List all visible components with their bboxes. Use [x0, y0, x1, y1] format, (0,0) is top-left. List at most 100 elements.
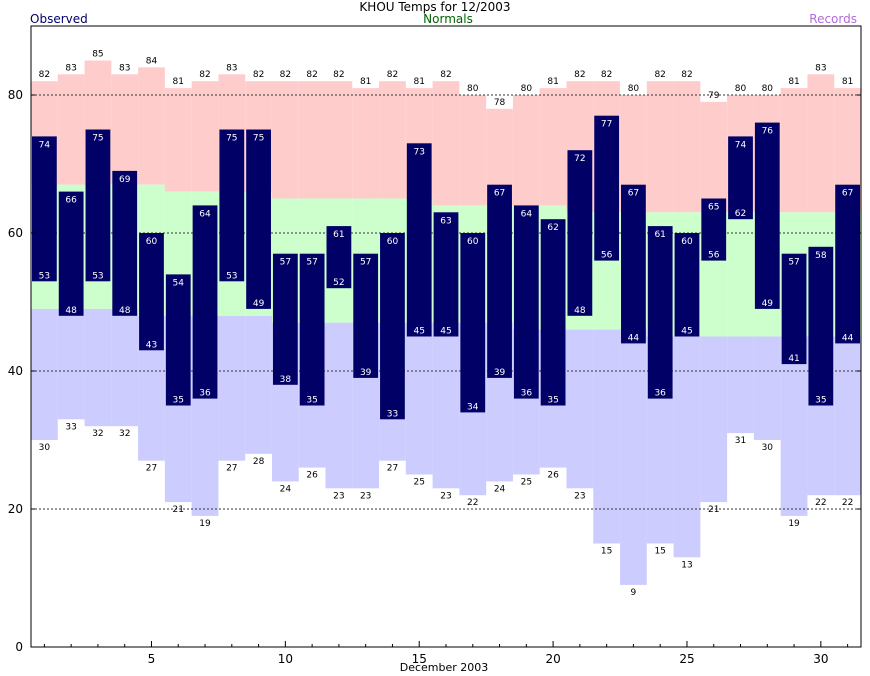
- observed-low-label: 38: [280, 375, 292, 385]
- observed-bar: [621, 184, 646, 344]
- observed-high-label: 64: [199, 209, 211, 219]
- record-high-label: 83: [119, 63, 130, 73]
- observed-low-label: 34: [467, 402, 479, 412]
- record-low-label: 23: [574, 491, 585, 501]
- record-low-label: 32: [92, 429, 103, 439]
- value-labels: 74 53 82 30 66 48 83 33 75 53 85 32 69 48 83 32 60 43 84 27…: [39, 50, 854, 598]
- record-low-label: 24: [494, 484, 506, 494]
- record-high-label: 78: [494, 98, 506, 108]
- record-high-band: [271, 81, 299, 199]
- record-high-band: [298, 81, 326, 199]
- observed-bar: [112, 170, 138, 316]
- observed-high-label: 60: [387, 237, 399, 247]
- observed-bar: [32, 136, 57, 282]
- record-high-band: [459, 95, 487, 206]
- record-low-band: [245, 315, 272, 454]
- legend-records: Records: [809, 12, 857, 26]
- record-low-band: [700, 336, 728, 503]
- record-high-band: [352, 88, 380, 199]
- record-high-label: 81: [842, 77, 853, 87]
- x-tick-label: 10: [278, 652, 293, 666]
- record-low-label: 23: [333, 491, 344, 501]
- record-high-band: [432, 81, 460, 206]
- record-low-band: [593, 329, 621, 544]
- record-high-label: 82: [306, 70, 317, 80]
- record-high-label: 82: [440, 70, 451, 80]
- chart-title: KHOU Temps for 12/2003: [359, 0, 511, 14]
- observed-high-label: 64: [521, 209, 533, 219]
- record-low-label: 27: [146, 464, 157, 474]
- observed-high-label: 63: [440, 216, 451, 226]
- observed-low-label: 53: [39, 271, 50, 281]
- record-high-label: 83: [226, 63, 237, 73]
- observed-low-label: 56: [601, 251, 613, 261]
- observed-bar: [58, 191, 84, 316]
- observed-bar: [808, 246, 834, 406]
- record-high-label: 82: [387, 70, 398, 80]
- observed-bar: [540, 219, 566, 406]
- observed-bar: [728, 136, 753, 220]
- record-high-label: 80: [467, 84, 479, 94]
- record-low-label: 22: [815, 498, 826, 508]
- observed-low-label: 39: [360, 368, 372, 378]
- record-high-label: 82: [681, 70, 692, 80]
- record-low-label: 32: [119, 429, 130, 439]
- y-tick-label: 60: [8, 226, 23, 240]
- record-high-label: 82: [574, 70, 585, 80]
- record-low-label: 25: [413, 478, 424, 488]
- record-low-label: 13: [681, 560, 692, 570]
- x-tick-label: 5: [148, 652, 156, 666]
- observed-high-label: 57: [360, 258, 371, 268]
- observed-low-label: 41: [788, 354, 799, 364]
- record-low-band: [405, 322, 433, 475]
- record-high-label: 80: [628, 84, 640, 94]
- observed-bar: [701, 198, 727, 261]
- observed-high-label: 60: [467, 237, 479, 247]
- observed-bar: [165, 274, 191, 406]
- record-high-label: 82: [253, 70, 264, 80]
- observed-high-label: 67: [494, 189, 505, 199]
- observed-low-label: 45: [413, 327, 424, 337]
- observed-low-label: 39: [494, 368, 506, 378]
- record-low-label: 21: [173, 505, 184, 515]
- observed-low-label: 35: [547, 396, 558, 406]
- record-high-band: [780, 88, 808, 213]
- legend-normals: Normals: [423, 12, 473, 26]
- record-high-label: 83: [815, 63, 826, 73]
- observed-low-label: 43: [146, 340, 157, 350]
- record-low-band: [84, 308, 112, 427]
- observed-high-label: 60: [681, 237, 693, 247]
- record-high-band: [700, 101, 728, 213]
- x-tick-label: 25: [679, 652, 694, 666]
- record-high-label: 80: [521, 84, 533, 94]
- observed-bar: [192, 205, 218, 399]
- record-low-label: 15: [601, 547, 612, 557]
- record-low-label: 30: [762, 443, 774, 453]
- observed-high-label: 54: [173, 278, 185, 288]
- y-tick-label: 80: [8, 88, 23, 102]
- record-high-label: 84: [146, 56, 158, 66]
- observed-high-label: 61: [654, 230, 665, 240]
- record-high-band: [57, 74, 85, 185]
- record-high-band: [111, 74, 139, 185]
- observed-high-label: 57: [788, 258, 799, 268]
- observed-bar: [487, 184, 512, 378]
- x-tick-label: 20: [545, 652, 560, 666]
- record-low-label: 33: [65, 422, 76, 432]
- axes: 0 20 40 60 80 5 10 15 20 25 30: [8, 25, 862, 666]
- record-low-label: 19: [199, 519, 211, 529]
- record-low-label: 26: [306, 471, 318, 481]
- record-low-label: 21: [708, 505, 719, 515]
- record-high-label: 82: [280, 70, 291, 80]
- observed-high-label: 75: [253, 134, 264, 144]
- observed-bar: [139, 233, 164, 351]
- observed-low-label: 44: [842, 333, 854, 343]
- record-low-band: [432, 322, 460, 489]
- observed-high-label: 74: [735, 140, 747, 150]
- record-low-label: 24: [280, 484, 292, 494]
- record-low-band: [111, 308, 139, 427]
- record-high-label: 82: [333, 70, 344, 80]
- observed-bar: [513, 205, 539, 399]
- observed-bar: [326, 226, 352, 289]
